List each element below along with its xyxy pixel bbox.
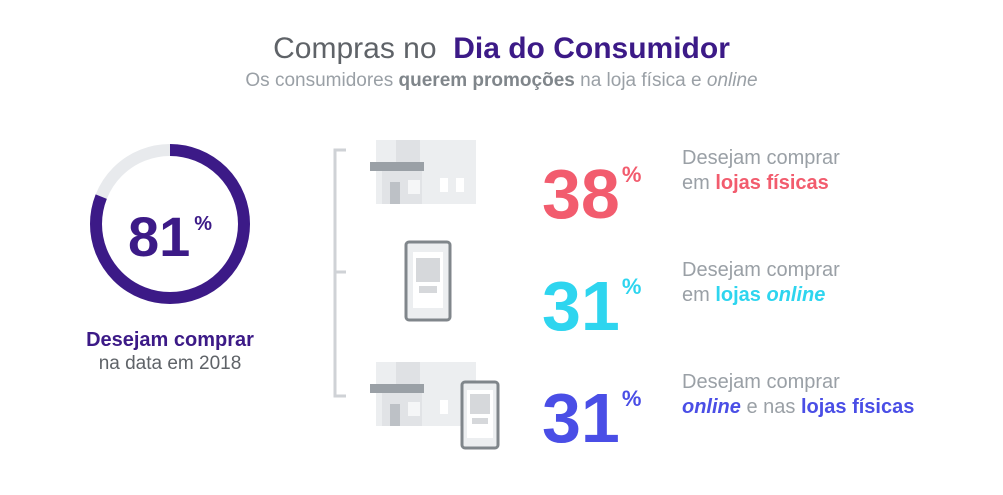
store-and-phone-icon (370, 362, 500, 450)
label-prefix: em (682, 284, 716, 306)
stat-unit: % (621, 162, 642, 187)
stat-label-line-2: em lojas online (682, 283, 840, 308)
page-title: Compras no Dia do Consumidor (0, 30, 1003, 68)
stat-label-line-1: Desejam comprar (682, 371, 840, 393)
stat-number: 31 (542, 267, 620, 345)
stat-label-online-e-lojas-fisicas: Desejam comprar online e nas lojas físic… (682, 370, 914, 420)
stat-number: 38 (542, 155, 620, 233)
stat-unit: % (621, 274, 642, 299)
stat-label-lojas-fisicas: Desejam comprar em lojas físicas (682, 146, 840, 196)
donut-caption-text: na data em 2018 (98, 353, 242, 374)
subtitle-italic: online (706, 70, 758, 91)
label-prefix: em (682, 172, 716, 194)
label-bold: lojas (715, 284, 767, 306)
donut-caption-bold: Desejam comprar (86, 329, 254, 351)
store-icon (370, 140, 476, 204)
stat-value-lojas-online: 31% (542, 252, 641, 341)
smartphone-icon (404, 240, 452, 322)
title-plain: Compras no (273, 32, 437, 65)
subtitle-bold: querem promoções (398, 70, 575, 91)
stat-number: 31 (542, 379, 620, 457)
donut-caption: Desejam comprar na data em 2018 (60, 328, 280, 376)
subtitle-part-1: Os consumidores (245, 70, 399, 91)
donut-value: 81 (127, 205, 191, 268)
label-bold: lojas físicas (800, 396, 915, 418)
stat-value-online-e-lojas-fisicas: 31% (542, 364, 641, 453)
label-bold-italic: online (766, 284, 826, 306)
stat-label-line-2: online e nas lojas físicas (682, 395, 914, 420)
stat-label-line-2: em lojas físicas (682, 171, 840, 196)
bracket-connector (333, 148, 346, 398)
donut-chart (90, 144, 250, 304)
header: Compras no Dia do Consumidor Os consumid… (0, 30, 1003, 94)
subtitle-part-2: na loja física e (574, 70, 707, 91)
donut-unit: % (194, 213, 213, 235)
stat-value-lojas-fisicas: 38% (542, 140, 641, 229)
stat-unit: % (621, 386, 642, 411)
donut-value-label: 81% (86, 194, 254, 267)
stat-label-lojas-online: Desejam comprar em lojas online (682, 258, 840, 308)
stat-label-line-1: Desejam comprar (682, 259, 840, 281)
stat-label-line-1: Desejam comprar (682, 147, 840, 169)
title-bold: Dia do Consumidor (453, 32, 730, 65)
label-mid: e nas (740, 396, 801, 418)
label-bold-italic: online (682, 396, 741, 418)
label-bold: lojas físicas (715, 172, 829, 194)
page-subtitle: Os consumidores querem promoções na loja… (0, 68, 1003, 94)
donut-fill-arc (90, 144, 250, 304)
